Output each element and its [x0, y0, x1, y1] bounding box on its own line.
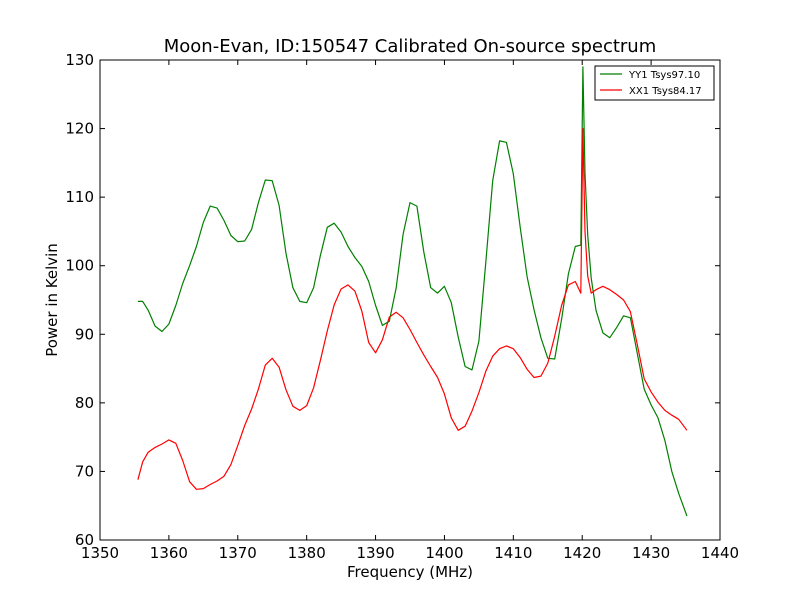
y-tick-label: 70: [75, 462, 94, 480]
y-tick-label: 130: [65, 51, 94, 69]
series-line-yy1: [137, 66, 688, 517]
y-tick-label: 120: [65, 120, 94, 138]
y-tick-label: 90: [75, 325, 94, 343]
x-tick-label: 1380: [288, 544, 326, 562]
x-tick-label: 1440: [701, 544, 739, 562]
y-axis-label: Power in Kelvin: [43, 243, 61, 357]
y-tick-label: 100: [65, 257, 94, 275]
plot-area: [137, 66, 688, 517]
chart-title: Moon-Evan, ID:150547 Calibrated On-sourc…: [164, 36, 657, 57]
legend-label-yy1: YY1 Tsys97.10: [628, 70, 700, 81]
x-tick-label: 1370: [219, 544, 257, 562]
y-tick-label: 60: [75, 531, 94, 549]
axis-ticks: 1350 1360 1370 1380 1390 1400 1410 1420 1430 1440…: [65, 51, 739, 562]
legend: YY1 Tsys97.10 XX1 Tsys84.17: [594, 65, 715, 101]
legend-label-xx1: XX1 Tsys84.17: [629, 86, 702, 97]
y-tick-label: 110: [65, 188, 94, 206]
x-tick-label: 1420: [563, 544, 601, 562]
x-axis-label: Frequency (MHz): [347, 563, 473, 581]
legend-box: [594, 65, 715, 101]
x-tick-label: 1360: [150, 544, 188, 562]
plot-frame: [99, 59, 721, 541]
x-tick-label: 1400: [425, 544, 463, 562]
y-tick-label: 80: [75, 394, 94, 412]
x-tick-label: 1350: [81, 544, 119, 562]
x-tick-label: 1430: [632, 544, 670, 562]
x-tick-label: 1410: [494, 544, 532, 562]
series-line-xx1: [137, 128, 688, 490]
x-tick-label: 1390: [356, 544, 394, 562]
